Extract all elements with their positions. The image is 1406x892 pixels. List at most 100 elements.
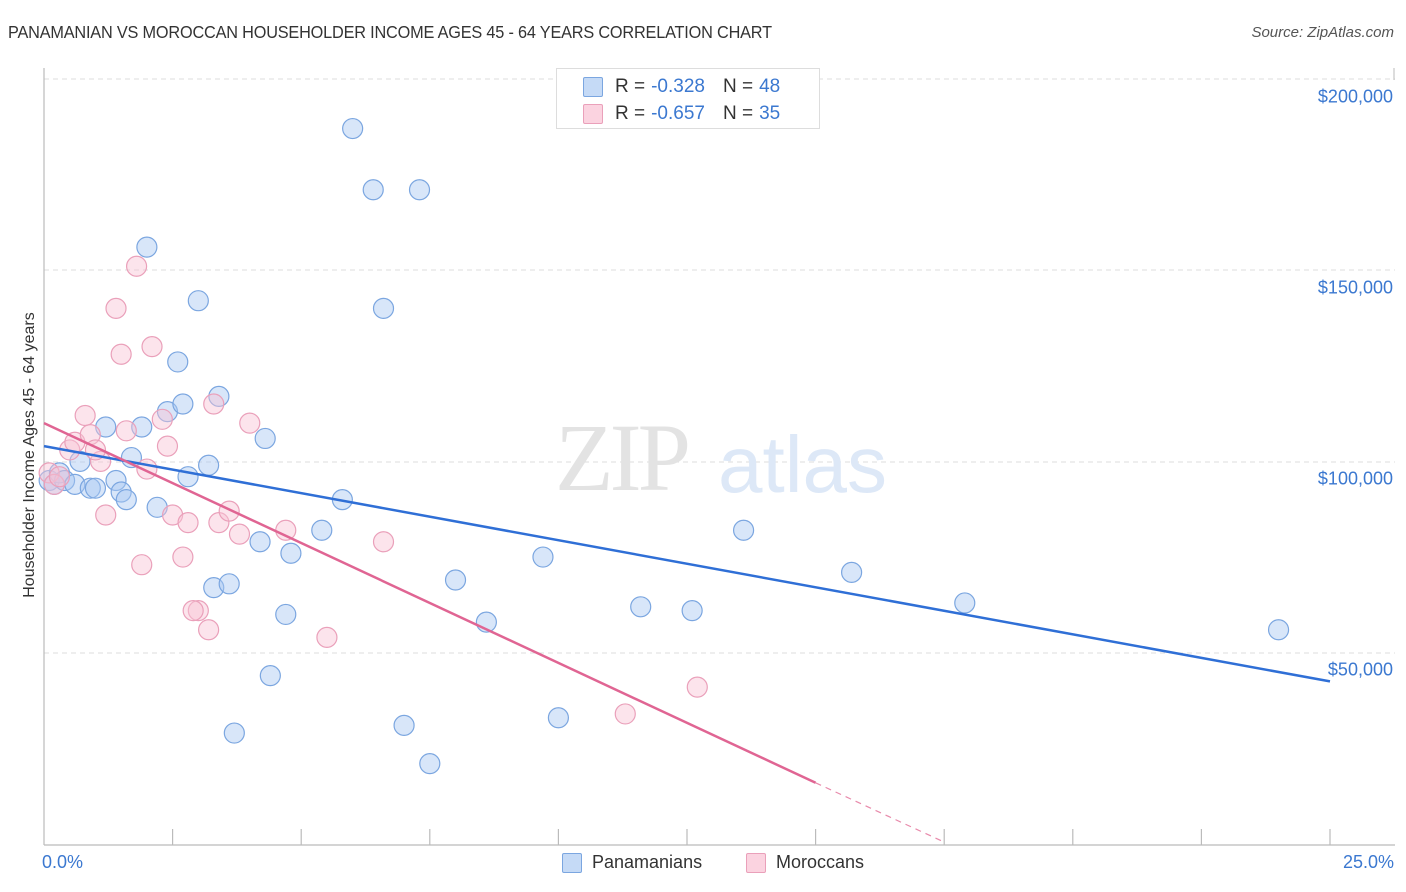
x-tick-min: 0.0% — [42, 852, 84, 872]
data-point — [841, 561, 863, 583]
data-point — [275, 603, 297, 626]
data-point — [136, 236, 158, 258]
panamanians-trend-line — [43, 444, 1331, 683]
data-point — [311, 519, 333, 541]
data-point — [48, 466, 71, 488]
data-point — [74, 404, 96, 427]
data-point — [156, 435, 179, 457]
legend-item-panamanians[interactable]: Panamanians — [562, 852, 702, 873]
data-point — [686, 676, 708, 698]
data-point — [203, 393, 225, 415]
data-point — [223, 722, 245, 744]
legend-row-moroccans: R = -0.657 N = 35 — [583, 103, 780, 125]
data-point — [532, 546, 554, 568]
n-value: 48 — [759, 76, 781, 97]
data-point — [177, 512, 199, 534]
data-point — [954, 592, 976, 614]
data-point — [95, 504, 117, 526]
data-point — [105, 469, 127, 492]
data-point — [182, 600, 204, 622]
data-point — [187, 290, 209, 312]
y-tick-100000: $100,000 — [1317, 468, 1393, 489]
data-point — [84, 477, 107, 499]
legend-label: Panamanians — [592, 852, 703, 872]
data-point — [177, 466, 199, 488]
y-tick-150000: $150,000 — [1317, 277, 1393, 298]
data-point — [275, 519, 297, 541]
data-point — [131, 554, 153, 576]
data-point — [151, 408, 173, 430]
watermark: ZIP atlas — [555, 404, 887, 511]
data-point — [228, 523, 251, 545]
data-point — [198, 454, 220, 476]
data-point — [95, 416, 117, 438]
data-point — [419, 753, 441, 775]
data-point — [393, 714, 415, 736]
data-point — [1267, 619, 1290, 641]
r-label: R = — [615, 76, 646, 97]
data-point — [630, 596, 652, 618]
y-tick-200000: $200,000 — [1317, 86, 1393, 107]
axes — [43, 68, 1395, 846]
n-label: N = — [722, 76, 754, 97]
panamanians-points — [38, 117, 1290, 775]
data-point — [280, 542, 302, 564]
data-point — [79, 477, 101, 499]
data-point — [547, 707, 570, 729]
svg-text:atlas: atlas — [718, 420, 887, 509]
r-value: -0.657 — [651, 103, 705, 124]
data-point — [249, 531, 271, 553]
data-point — [681, 600, 703, 622]
moroccans-trend-extension — [815, 782, 945, 843]
r-value: -0.328 — [651, 76, 705, 97]
legend-item-moroccans[interactable]: Moroccans — [746, 852, 864, 873]
source-label: Source: ZipAtlas.com — [1251, 24, 1394, 41]
r-label: R = — [615, 103, 646, 124]
data-point — [372, 531, 395, 553]
data-point — [115, 489, 137, 511]
data-point — [167, 351, 189, 373]
data-point — [316, 626, 338, 648]
y-axis-label: Householder Income Ages 45 - 64 years — [21, 312, 38, 598]
moroccans-trend-line — [43, 422, 817, 784]
svg-text:ZIP: ZIP — [555, 404, 688, 511]
data-point — [105, 297, 127, 319]
data-point — [141, 336, 163, 358]
data-point — [362, 179, 384, 201]
data-point — [146, 496, 168, 518]
data-point — [218, 573, 240, 595]
moroccans-swatch — [746, 852, 766, 873]
panamanians-swatch — [562, 852, 582, 873]
correlation-legend: R = -0.328 N = 48 R = -0.657 N = 35 — [556, 68, 820, 129]
data-point — [732, 519, 755, 541]
data-point — [198, 619, 220, 641]
data-point — [254, 427, 276, 450]
series-legend: Panamanians Moroccans — [0, 852, 1406, 876]
panamanians-swatch — [583, 77, 603, 97]
chart-title: PANAMANIAN VS MOROCCAN HOUSEHOLDER INCOM… — [8, 22, 772, 42]
data-point — [172, 546, 194, 568]
data-point — [110, 343, 132, 365]
y-tick-50000: $50,000 — [1327, 659, 1393, 680]
moroccans-swatch — [583, 104, 603, 124]
gridlines — [44, 78, 1395, 654]
data-point — [218, 500, 240, 522]
data-point — [172, 393, 194, 415]
x-tick-max: 25.0% — [1342, 852, 1394, 872]
data-point — [372, 297, 395, 319]
data-point — [408, 179, 431, 201]
data-point — [162, 504, 184, 526]
legend-row-panamanians: R = -0.328 N = 48 — [583, 76, 780, 98]
data-point — [115, 420, 137, 442]
data-point — [444, 569, 467, 591]
data-point — [614, 703, 636, 725]
data-point — [239, 412, 261, 434]
trend-lines — [43, 422, 1331, 843]
n-value: 35 — [759, 103, 781, 124]
data-point — [259, 665, 281, 687]
x-tick-marks — [172, 829, 1331, 845]
data-point — [187, 600, 209, 622]
data-point — [125, 255, 148, 277]
legend-label: Moroccans — [776, 852, 865, 872]
